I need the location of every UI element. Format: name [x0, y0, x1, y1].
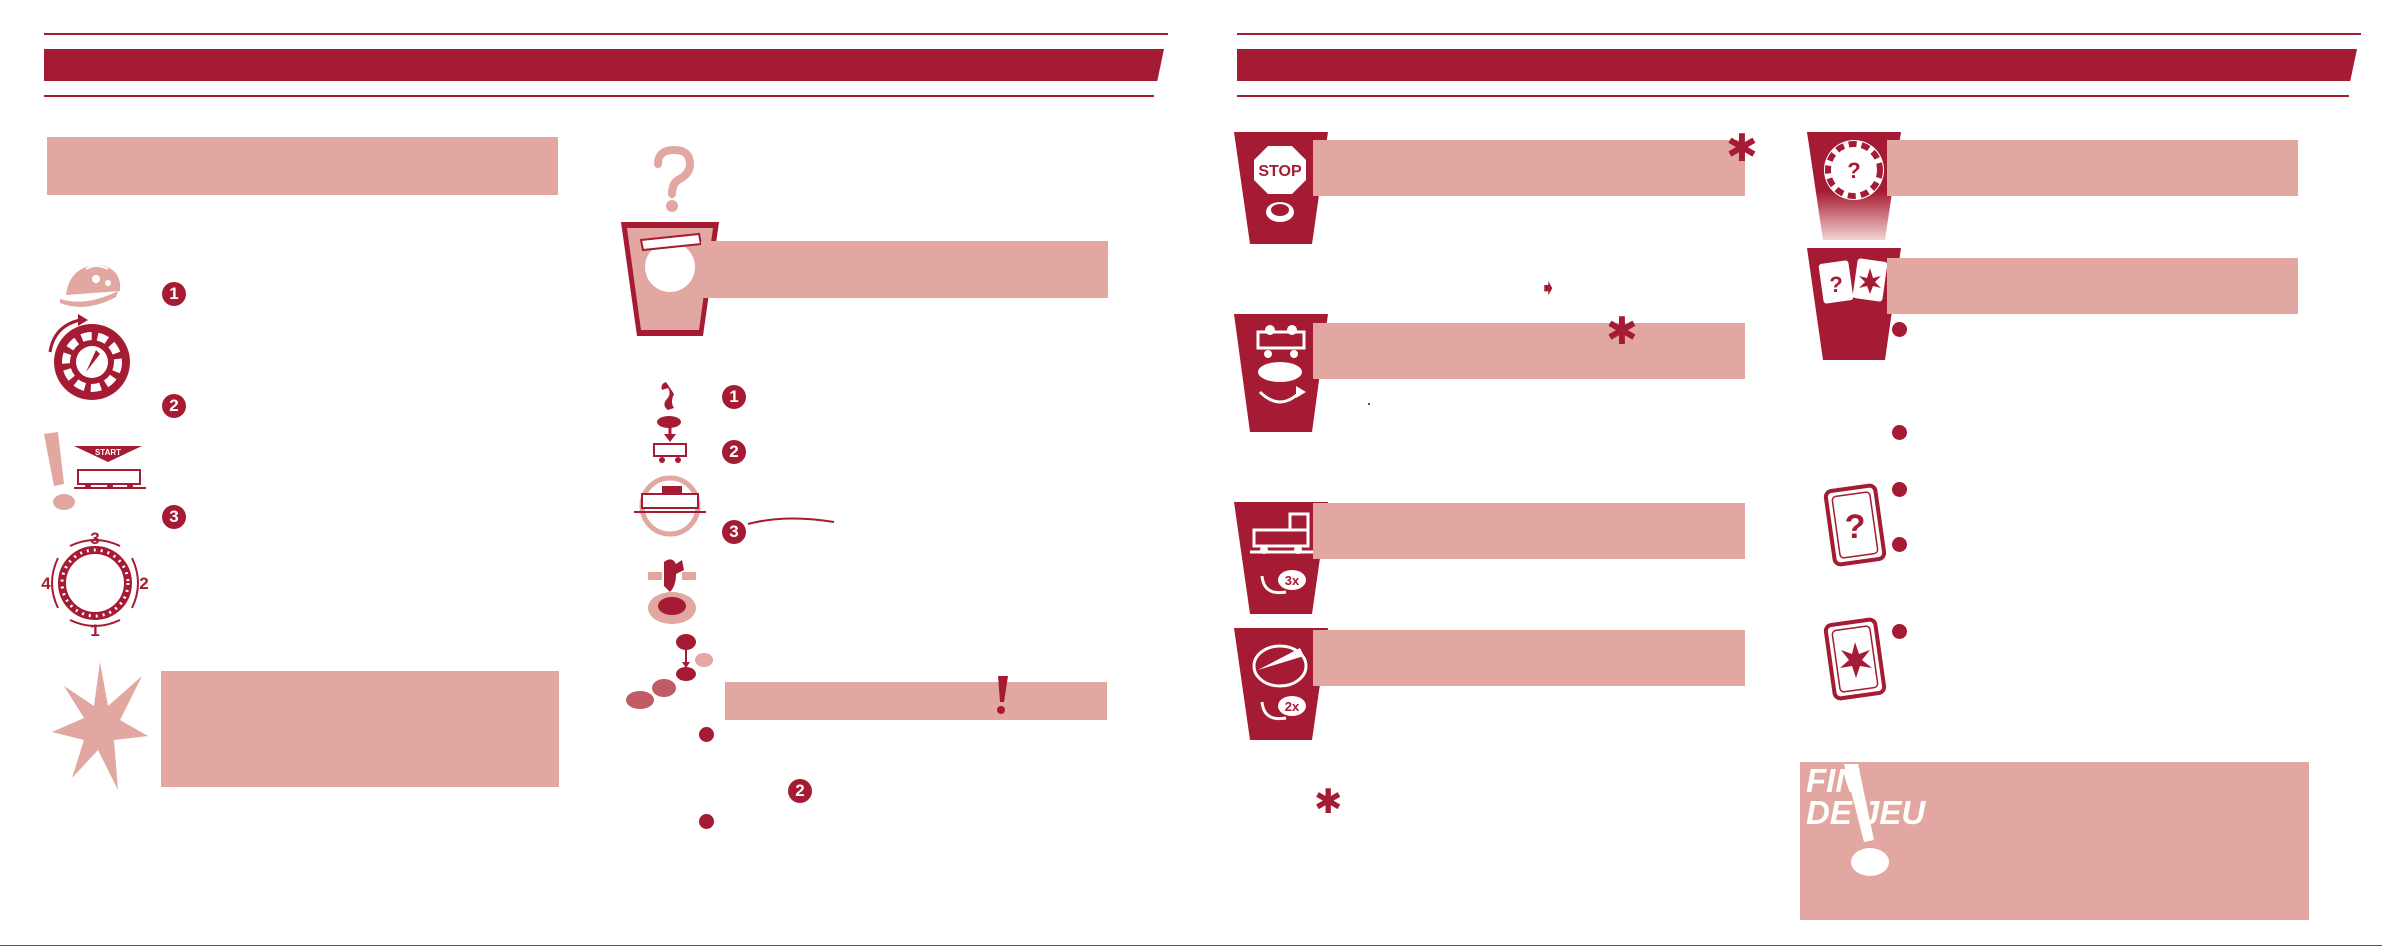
section-box-wheel: [1887, 140, 2298, 196]
section-box-medal: [701, 241, 1108, 298]
asterisk-icon-3: ✱: [1314, 782, 1343, 822]
bullet-dot-1: [699, 727, 714, 742]
explosion-card-icon: [1823, 617, 1887, 701]
exclamation-icon: [44, 432, 75, 510]
bullet-dot-6: [1892, 537, 1907, 552]
bottom-rule-left: [44, 95, 1154, 97]
top-rule-left: [44, 33, 1168, 35]
question-mark-icon: [654, 145, 695, 212]
warning-box: [725, 682, 1107, 720]
question-card-icon: ?: [1823, 483, 1887, 567]
step-number-2: 2: [162, 394, 186, 418]
track-number-3: 3: [90, 529, 99, 548]
multiplier-2x: 2x: [1285, 699, 1300, 714]
note-box-left: [161, 671, 559, 787]
asterisk-icon-1: ✱: [1726, 126, 1758, 170]
step-number-1b: 1: [722, 385, 746, 409]
train-3x-icon: 3x: [1234, 502, 1328, 614]
card-question-mark: ?: [1829, 272, 1842, 297]
wheel-question-mark: ?: [1847, 158, 1860, 183]
page-bottom-edge: [0, 945, 2382, 946]
stop-card-icon: STOP: [1234, 132, 1328, 244]
multiplier-3x: 3x: [1285, 573, 1300, 588]
bullet-dot-2: [699, 814, 714, 829]
section-box-stop: [1313, 140, 1745, 196]
title-band-left: [44, 49, 1164, 81]
asterisk-icon-2: ✱: [1606, 309, 1638, 353]
trapezoid-medal-icon: [621, 222, 719, 336]
track-number-4: 4: [41, 574, 51, 593]
section-box-exchange: [1313, 323, 1745, 379]
cart-arrow-icon: [653, 422, 687, 463]
bullet-dot-4: [1892, 425, 1907, 440]
bottom-rule-right: [1237, 95, 2349, 97]
cap-icon: [60, 265, 121, 307]
step-number-3b: 3: [722, 520, 746, 544]
end-of-game-box: [1800, 762, 2309, 920]
exclamation-small-icon: [997, 676, 1008, 714]
underline-stroke: [747, 517, 835, 525]
exclamation-white-icon: [1844, 764, 1889, 876]
inline-step-2: 2: [788, 779, 812, 803]
top-rule-right: [1237, 33, 2361, 35]
step-number-1: 1: [162, 282, 186, 306]
step-number-2b: 2: [722, 440, 746, 464]
section-box-cards: [1887, 258, 2298, 314]
tokens-icon: [626, 634, 713, 709]
track-number-1: 1: [90, 621, 99, 640]
train-loop-icon: [634, 475, 706, 537]
right-arrow-icon: ➧: [1539, 276, 1558, 301]
spinner-icon: [48, 314, 130, 400]
question-card-mark: ?: [1845, 508, 1866, 546]
section-box-rocket: [1313, 630, 1745, 686]
bullet-dot-7: [1892, 624, 1907, 639]
section-header-box: [47, 137, 558, 195]
step-number-3: 3: [162, 505, 186, 529]
start-label: START: [95, 448, 121, 457]
title-band-right: [1237, 49, 2357, 81]
rocket-2x-icon: 2x: [1234, 628, 1328, 740]
tiny-dot: [1368, 403, 1370, 405]
start-train-icon: START: [74, 446, 146, 489]
explosion-icon: [52, 662, 148, 790]
bullet-dot-3: [1892, 322, 1907, 337]
track-circle-icon: 3 2 1 4: [41, 529, 148, 640]
pawn-on-base-icon: [648, 559, 696, 624]
bullet-dot-5: [1892, 482, 1907, 497]
two-cards-icon: ?: [1807, 248, 1901, 360]
stop-label: STOP: [1258, 163, 1302, 180]
card-exchange-icon: [1234, 314, 1328, 432]
track-number-2: 2: [139, 574, 148, 593]
wheel-question-icon: ?: [1807, 132, 1901, 240]
section-box-train: [1313, 503, 1745, 559]
